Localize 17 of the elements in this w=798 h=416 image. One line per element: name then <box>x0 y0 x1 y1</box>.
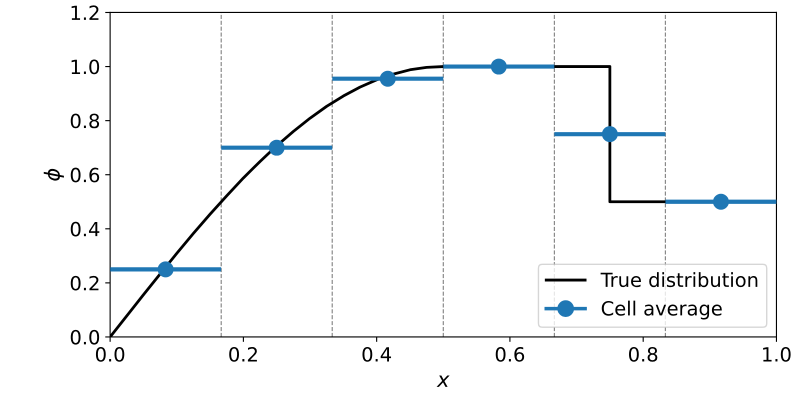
y-tick-label: 0.6 <box>70 168 100 182</box>
y-tick-label: 0.0 <box>70 330 100 345</box>
legend-label: Cell average <box>602 300 722 320</box>
x-tick-label: 1.0 <box>763 347 791 362</box>
x-axis-title: x <box>436 375 450 387</box>
x-tick-label: 0.4 <box>362 347 392 362</box>
y-tick-label: 0.4 <box>70 222 100 236</box>
y-tick-label: 1.0 <box>72 60 100 74</box>
y-tick-label: 1.2 <box>72 5 98 20</box>
y-tick-label: 0.2 <box>70 276 98 291</box>
y-axis-title: ϕ <box>44 168 64 181</box>
x-tick-label: 0.6 <box>496 347 524 362</box>
x-tick-label: 0.8 <box>629 347 658 362</box>
legend-label: True distribution <box>600 272 758 288</box>
x-tick-label: 0.2 <box>229 347 257 362</box>
y-tick-label: 0.8 <box>70 114 100 128</box>
x-tick-label: 0.0 <box>96 347 124 362</box>
